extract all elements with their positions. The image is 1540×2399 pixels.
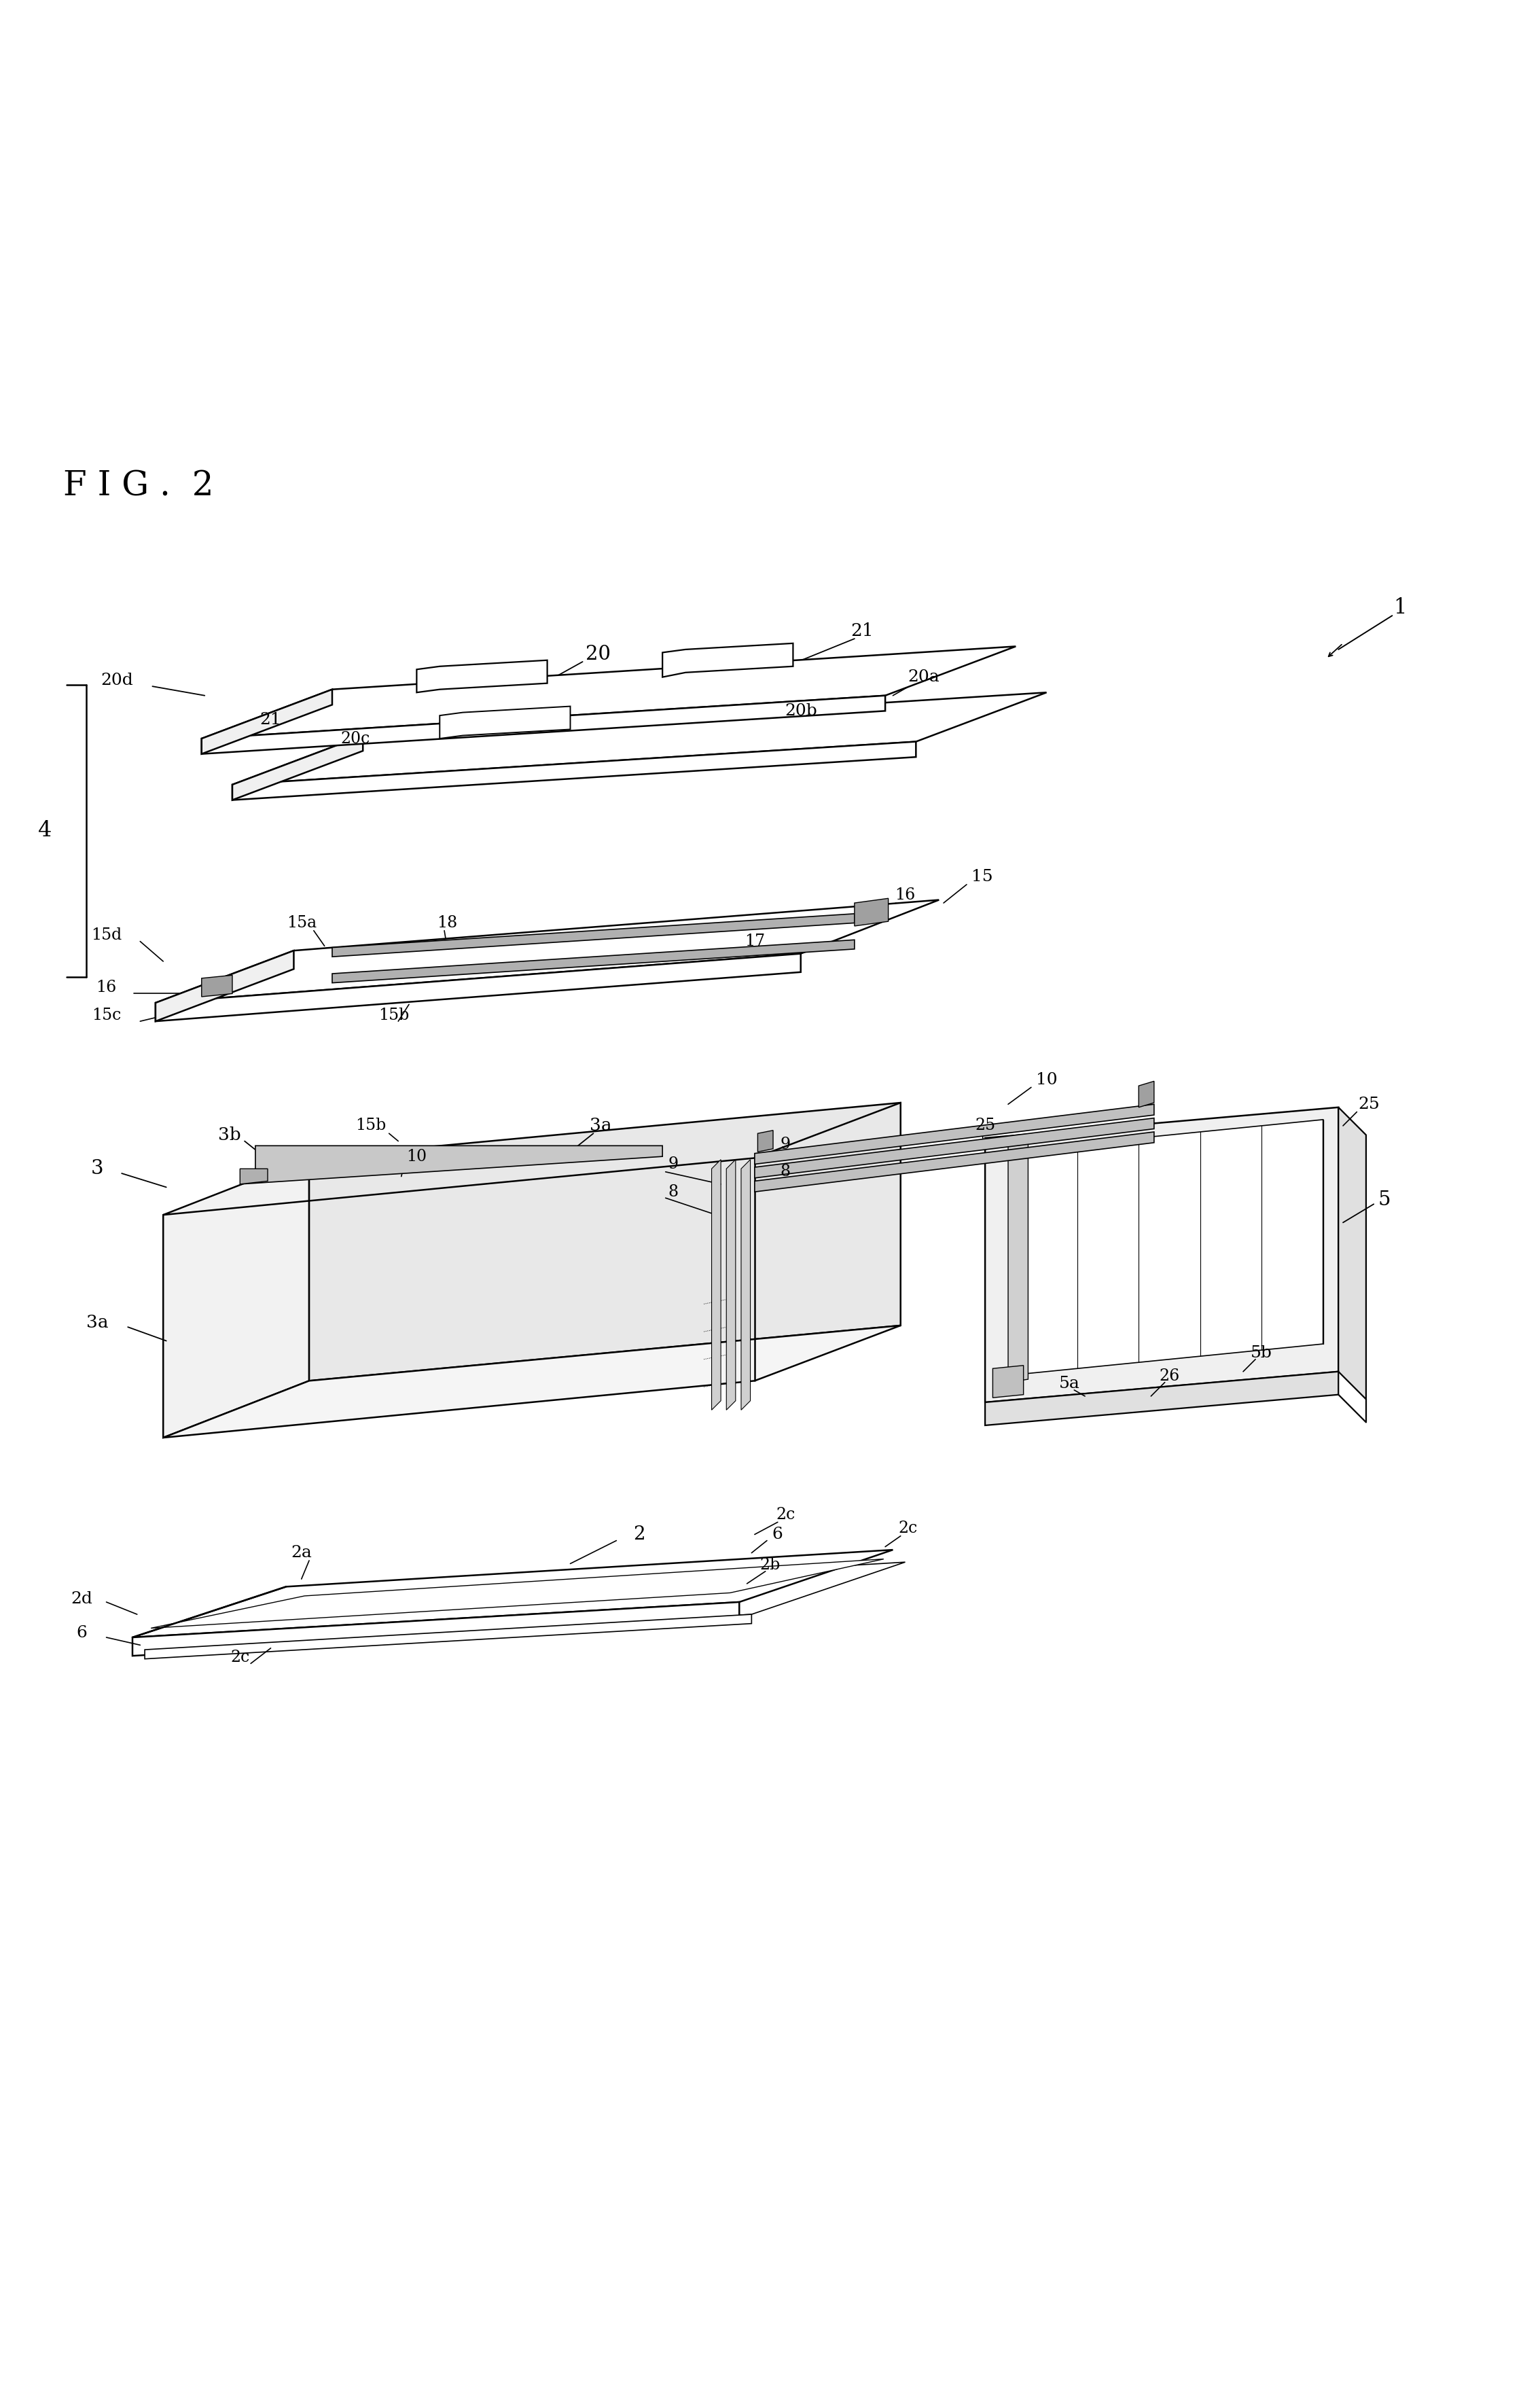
- Text: 25: 25: [1358, 1096, 1380, 1113]
- Polygon shape: [755, 1118, 1153, 1178]
- Polygon shape: [202, 974, 233, 996]
- Polygon shape: [993, 1365, 1024, 1399]
- Text: 15c: 15c: [92, 1008, 122, 1022]
- Text: 15b: 15b: [379, 1008, 410, 1022]
- Text: 10: 10: [1036, 1072, 1058, 1087]
- Polygon shape: [986, 1108, 1338, 1403]
- Text: 2: 2: [633, 1526, 645, 1543]
- Text: 3a: 3a: [86, 1315, 108, 1331]
- Text: 5a: 5a: [1060, 1377, 1080, 1391]
- Polygon shape: [156, 950, 294, 1022]
- Text: 21: 21: [260, 713, 282, 727]
- Polygon shape: [1338, 1108, 1366, 1399]
- Text: 2b: 2b: [759, 1557, 781, 1574]
- Text: 17: 17: [744, 933, 765, 950]
- Polygon shape: [202, 645, 1016, 739]
- Text: 6: 6: [772, 1526, 782, 1543]
- Text: 5b: 5b: [1250, 1346, 1272, 1360]
- Polygon shape: [240, 1168, 268, 1185]
- Text: 26: 26: [1160, 1367, 1180, 1384]
- Text: 10: 10: [407, 1149, 427, 1164]
- Polygon shape: [310, 1104, 901, 1382]
- Text: 20a: 20a: [907, 669, 939, 686]
- Text: 4: 4: [39, 820, 52, 842]
- Text: F I G .  2: F I G . 2: [63, 470, 214, 504]
- Text: 3: 3: [91, 1159, 103, 1178]
- Text: 16: 16: [95, 979, 117, 996]
- Polygon shape: [132, 1550, 893, 1639]
- Text: 25: 25: [975, 1118, 995, 1135]
- Polygon shape: [156, 955, 801, 1022]
- Polygon shape: [755, 1104, 1153, 1164]
- Polygon shape: [741, 1159, 750, 1411]
- Text: 2c: 2c: [899, 1521, 918, 1535]
- Polygon shape: [156, 900, 939, 1003]
- Text: 2a: 2a: [291, 1545, 313, 1562]
- Text: 2d: 2d: [71, 1591, 92, 1607]
- Text: 9: 9: [781, 1137, 790, 1152]
- Polygon shape: [758, 1130, 773, 1152]
- Text: 3a: 3a: [590, 1118, 611, 1135]
- Polygon shape: [163, 1327, 901, 1437]
- Polygon shape: [202, 689, 333, 753]
- Text: 3b: 3b: [217, 1128, 240, 1144]
- Text: 15b: 15b: [356, 1118, 387, 1135]
- Polygon shape: [151, 1559, 884, 1629]
- Text: 8: 8: [668, 1185, 678, 1200]
- Polygon shape: [662, 643, 793, 677]
- Polygon shape: [240, 1147, 662, 1185]
- Polygon shape: [755, 1132, 1153, 1192]
- Polygon shape: [145, 1562, 906, 1651]
- Polygon shape: [1009, 1142, 1029, 1382]
- Text: 15d: 15d: [91, 928, 122, 943]
- Text: 18: 18: [437, 914, 457, 931]
- Polygon shape: [233, 693, 1047, 784]
- Text: 8: 8: [781, 1164, 790, 1180]
- Polygon shape: [233, 736, 363, 799]
- Text: 20d: 20d: [102, 672, 134, 689]
- Text: 16: 16: [895, 888, 915, 902]
- Polygon shape: [711, 1159, 721, 1411]
- Text: 1: 1: [1394, 597, 1406, 619]
- Text: 2c: 2c: [776, 1507, 795, 1523]
- Polygon shape: [1138, 1082, 1153, 1108]
- Text: 5: 5: [1378, 1190, 1391, 1209]
- Polygon shape: [1016, 1120, 1323, 1375]
- Text: 20: 20: [585, 645, 610, 665]
- Polygon shape: [233, 741, 916, 799]
- Text: 21: 21: [850, 621, 873, 641]
- Text: 20c: 20c: [340, 732, 370, 746]
- Text: 15: 15: [972, 868, 993, 885]
- Polygon shape: [440, 705, 570, 739]
- Text: 15a: 15a: [286, 914, 316, 931]
- Text: 9: 9: [668, 1156, 678, 1173]
- Polygon shape: [163, 1159, 310, 1437]
- Polygon shape: [145, 1615, 752, 1658]
- Polygon shape: [727, 1159, 736, 1411]
- Polygon shape: [132, 1603, 739, 1655]
- Text: 6: 6: [77, 1624, 88, 1641]
- Polygon shape: [417, 660, 547, 693]
- Polygon shape: [986, 1372, 1338, 1425]
- Polygon shape: [333, 940, 855, 984]
- Polygon shape: [202, 696, 886, 753]
- Polygon shape: [333, 914, 855, 957]
- Text: 20b: 20b: [784, 703, 816, 720]
- Polygon shape: [855, 897, 889, 926]
- Text: 2c: 2c: [231, 1651, 249, 1665]
